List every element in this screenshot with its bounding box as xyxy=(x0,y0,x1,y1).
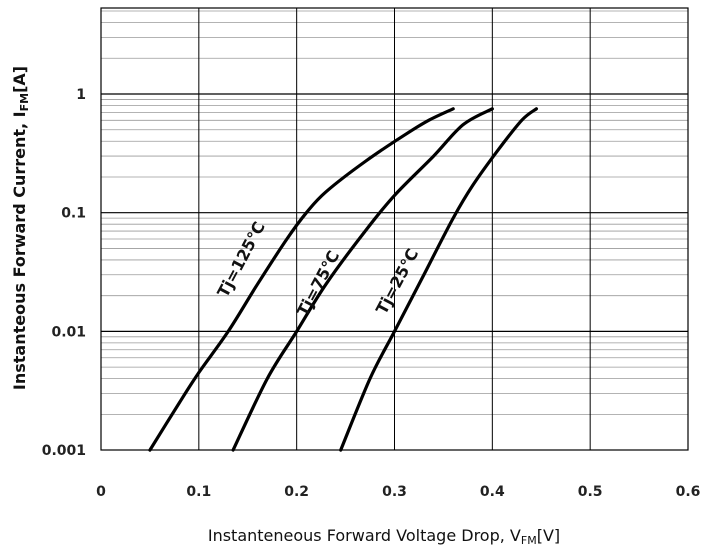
x-tick-label: 0.1 xyxy=(186,484,211,500)
curves xyxy=(148,107,538,452)
y-tick-label: 0.01 xyxy=(51,324,86,340)
series-line xyxy=(339,107,538,452)
x-tick-label: 0 xyxy=(96,484,106,500)
x-tick-label: 0.4 xyxy=(480,484,505,500)
x-tick-labels: 0 0.1 0.2 0.3 0.4 0.5 0.6 xyxy=(96,484,700,500)
plot-frame xyxy=(100,7,689,451)
curve-label: Tj=25℃ xyxy=(372,245,422,317)
curve-label: Tj=75℃ xyxy=(293,247,343,319)
x-tick-label: 0.5 xyxy=(578,484,603,500)
y-tick-label: 0.001 xyxy=(42,443,86,459)
series-line xyxy=(148,107,455,452)
y-axis-title: Instanteous Forward Current, IFM[A] xyxy=(10,66,31,390)
y-tick-label: 0.1 xyxy=(61,206,86,222)
x-tick-label: 0.2 xyxy=(284,484,309,500)
x-tick-label: 0.6 xyxy=(676,484,701,500)
x-tick-label: 0.3 xyxy=(382,484,407,500)
y-tick-labels: 0.001 0.01 0.1 1 xyxy=(42,87,86,459)
grid xyxy=(101,8,688,450)
x-axis-title: Instanteneous Forward Voltage Drop, VFM[… xyxy=(208,526,560,547)
y-tick-label: 1 xyxy=(76,87,86,103)
series-line xyxy=(231,107,494,452)
